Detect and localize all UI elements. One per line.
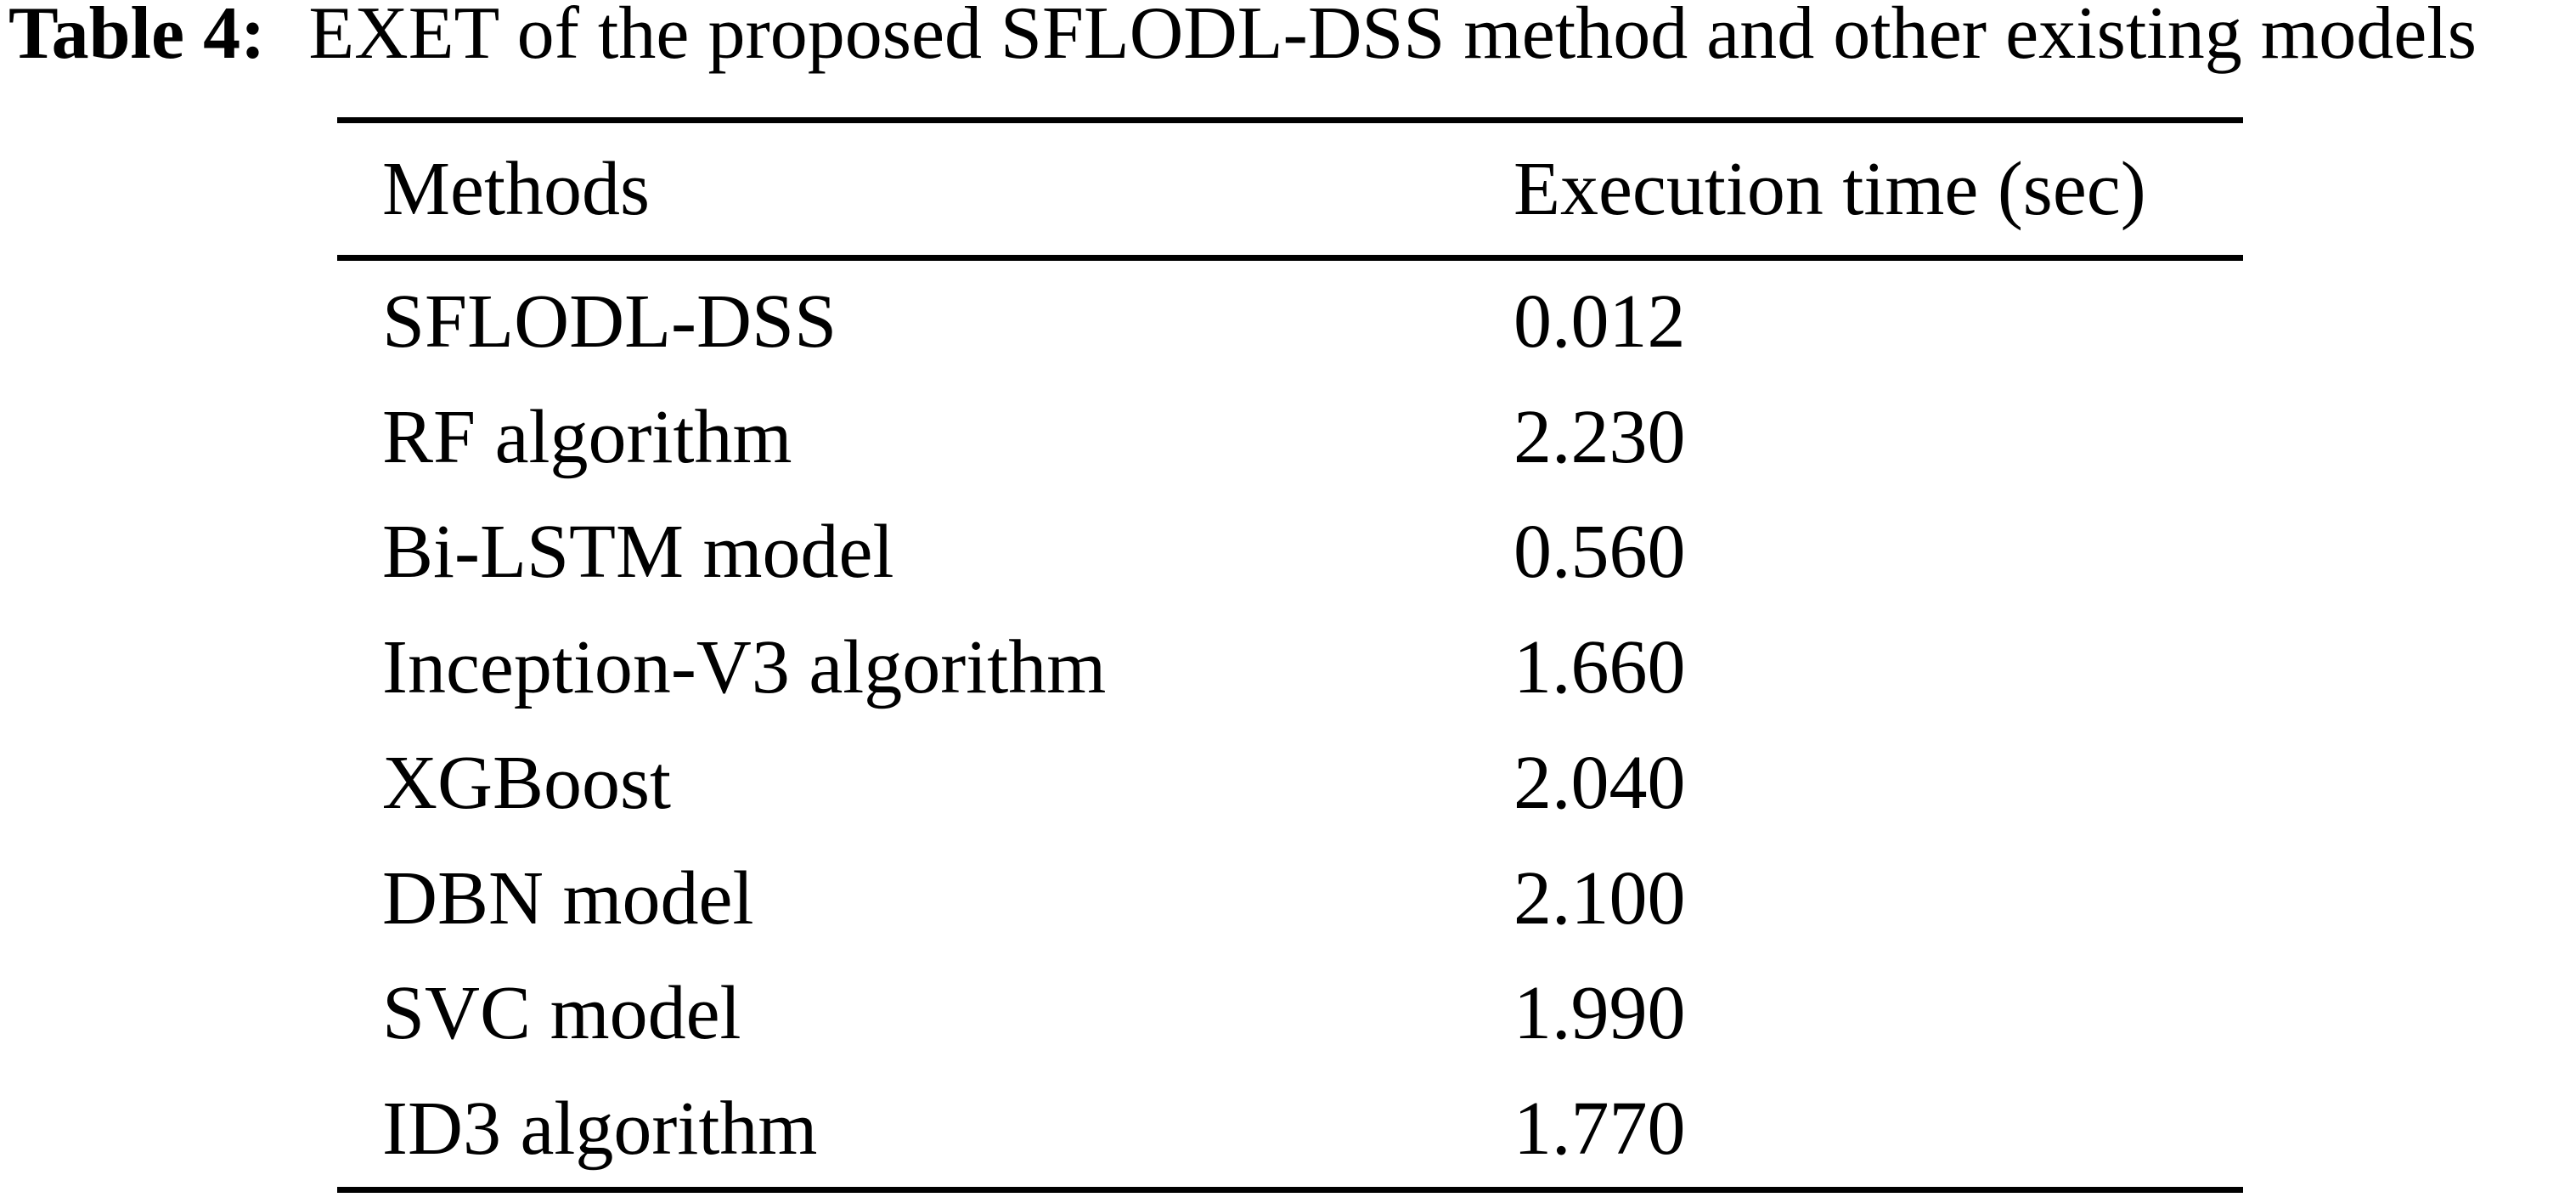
table-row: Inception-V3 algorithm 1.660: [337, 610, 2243, 726]
method-cell: XGBoost: [382, 740, 672, 825]
table-header-rule: [337, 255, 2243, 261]
method-cell: DBN model: [382, 856, 754, 940]
table-row: SFLODL-DSS 0.012: [337, 264, 2243, 380]
time-cell: 2.040: [1513, 740, 1686, 825]
method-cell: RF algorithm: [382, 394, 792, 479]
table-body: SFLODL-DSS 0.012 RF algorithm 2.230 Bi-L…: [337, 261, 2243, 1187]
method-cell: ID3 algorithm: [382, 1087, 818, 1172]
method-cell: SVC model: [382, 971, 741, 1056]
table-header-row: Methods Execution time (sec): [337, 123, 2243, 255]
table-row: XGBoost 2.040: [337, 726, 2243, 841]
table-caption-text: EXET of the proposed SFLODL-DSS method a…: [308, 0, 2477, 75]
column-header-methods: Methods: [382, 146, 650, 231]
time-cell: 1.990: [1513, 971, 1686, 1056]
table-caption: Table 4: EXET of the proposed SFLODL-DSS …: [8, 0, 2477, 78]
time-cell: 1.770: [1513, 1087, 1686, 1172]
method-cell: Inception-V3 algorithm: [382, 625, 1107, 710]
method-cell: SFLODL-DSS: [382, 279, 837, 364]
table-row: Bi-LSTM model 0.560: [337, 495, 2243, 611]
method-cell: Bi-LSTM model: [382, 510, 894, 595]
table-caption-label: Table 4:: [8, 0, 266, 75]
table-row: DBN model 2.100: [337, 841, 2243, 957]
table-row: ID3 algorithm 1.770: [337, 1071, 2243, 1187]
time-cell: 0.012: [1513, 279, 1686, 364]
column-header-execution-time: Execution time (sec): [1513, 146, 2146, 231]
table-row: RF algorithm 2.230: [337, 380, 2243, 495]
time-cell: 0.560: [1513, 510, 1686, 595]
table-top-rule: [337, 117, 2243, 123]
time-cell: 1.660: [1513, 625, 1686, 710]
time-cell: 2.230: [1513, 394, 1686, 479]
execution-time-table: Methods Execution time (sec) SFLODL-DSS …: [337, 117, 2243, 1193]
table-bottom-rule: [337, 1187, 2243, 1193]
table-row: SVC model 1.990: [337, 957, 2243, 1072]
time-cell: 2.100: [1513, 856, 1686, 940]
